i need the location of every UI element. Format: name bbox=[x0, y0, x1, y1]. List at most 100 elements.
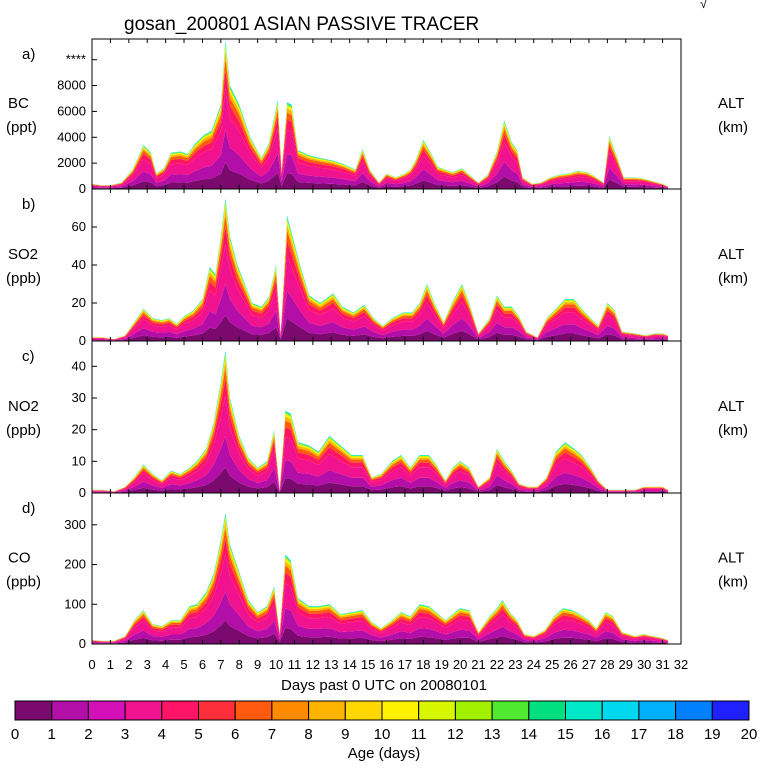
x-tick-label: 4 bbox=[162, 657, 169, 672]
colorbar-swatch bbox=[711, 700, 750, 721]
x-tick-label: 25 bbox=[545, 657, 559, 672]
age-layer-1-no2 bbox=[92, 436, 669, 493]
x-tick-label: 17 bbox=[398, 657, 412, 672]
colorbar-tick-label: 12 bbox=[447, 726, 464, 743]
colorbar-swatch bbox=[491, 700, 530, 721]
y-tick-label: 20 bbox=[72, 295, 86, 310]
x-tick-label: 27 bbox=[582, 657, 596, 672]
age-layer-2-co bbox=[92, 554, 669, 643]
right-axis-unit: (km) bbox=[718, 574, 748, 591]
y-tick-label: 40 bbox=[72, 358, 86, 373]
x-tick-label: 12 bbox=[306, 657, 320, 672]
colorbar-swatch bbox=[161, 700, 200, 721]
colorbar-tick-label: 11 bbox=[411, 726, 427, 743]
right-axis-label: ALT bbox=[718, 550, 744, 567]
colorbar-tick-label: 5 bbox=[194, 726, 202, 743]
colorbar-tick-label: 1 bbox=[48, 726, 56, 743]
x-tick-label: 16 bbox=[379, 657, 393, 672]
age-layer-0-so2 bbox=[92, 315, 669, 341]
right-axis-unit: (km) bbox=[718, 119, 748, 136]
x-tick-label: 28 bbox=[600, 657, 614, 672]
panel-tag: d) bbox=[22, 500, 35, 517]
right-axis-label: ALT bbox=[718, 398, 744, 415]
colorbar-swatch bbox=[87, 700, 126, 721]
x-tick-label: 10 bbox=[269, 657, 283, 672]
colorbar-swatch bbox=[381, 700, 420, 721]
colorbar-tick-label: 13 bbox=[484, 726, 501, 743]
right-axis-unit: (km) bbox=[718, 270, 748, 287]
unit-label: (ppt) bbox=[6, 119, 37, 136]
colorbar-swatch bbox=[565, 700, 603, 721]
colorbar-swatch bbox=[675, 700, 713, 721]
x-tick-label: 30 bbox=[637, 657, 651, 672]
x-tick-label: 3 bbox=[144, 657, 151, 672]
panel-so2: 0 20 40 60 b) SO2 (ppb) ALT (km) bbox=[6, 188, 748, 348]
panel-tag: c) bbox=[22, 348, 35, 365]
colorbar-tick-label: 2 bbox=[84, 726, 92, 743]
colorbar-tick-label: 18 bbox=[667, 726, 684, 743]
colorbar-tick-label: 9 bbox=[341, 726, 349, 743]
right-axis-unit: (km) bbox=[718, 422, 748, 439]
y-tick-label: 200 bbox=[64, 557, 86, 572]
right-axis-label: ALT bbox=[718, 246, 744, 263]
colorbar-tick-label: 17 bbox=[631, 726, 648, 743]
age-layer-2-no2 bbox=[92, 396, 669, 493]
colorbar-swatch bbox=[418, 700, 456, 721]
colorbar-tick-label: 6 bbox=[231, 726, 239, 743]
species-label: CO bbox=[8, 550, 31, 567]
x-axis-ticks: 0 1 2 3 4 5 6 7 8 9 10 11 12 13 14 15 16 17 18 19 20 21 22 23 24… bbox=[88, 657, 688, 672]
y-tick-label: 100 bbox=[64, 596, 86, 611]
y-tick-label: **** bbox=[66, 52, 86, 67]
age-layer-0-bc bbox=[92, 162, 669, 189]
colorbar-tick-label: 19 bbox=[704, 726, 721, 743]
panel-no2: 0 10 20 30 40 c) NO2 (ppb) ALT (km) bbox=[6, 340, 748, 500]
unit-label: (ppb) bbox=[6, 422, 41, 439]
species-label: SO2 bbox=[8, 246, 38, 263]
y-tick-label: 20 bbox=[72, 422, 86, 437]
y-tick-label: 4000 bbox=[57, 129, 86, 144]
colorbar-tick-label: 15 bbox=[557, 726, 574, 743]
x-tick-label: 24 bbox=[527, 657, 541, 672]
colorbar-label: Age (days) bbox=[348, 745, 421, 762]
x-tick-label: 22 bbox=[490, 657, 504, 672]
x-tick-label: 29 bbox=[619, 657, 633, 672]
age-layer-1-co bbox=[92, 591, 669, 644]
colorbar-swatch bbox=[344, 700, 383, 721]
x-tick-label: 7 bbox=[217, 657, 224, 672]
x-tick-label: 15 bbox=[361, 657, 375, 672]
age-layer-0-co bbox=[92, 620, 669, 644]
colorbar-swatch bbox=[271, 700, 310, 721]
x-tick-label: 23 bbox=[508, 657, 522, 672]
x-tick-label: 8 bbox=[236, 657, 243, 672]
colorbar-swatch bbox=[124, 700, 163, 721]
colorbar-swatch bbox=[308, 700, 346, 721]
colorbar-tick-label: 10 bbox=[374, 726, 391, 743]
panel-co: 0 100 200 300 d) CO (ppb) ALT (km) bbox=[6, 492, 748, 651]
colorbar-tick-label: 8 bbox=[304, 726, 312, 743]
y-tick-label: 0 bbox=[79, 181, 86, 196]
colorbar-tick-label: 14 bbox=[520, 726, 537, 743]
x-tick-label: 1 bbox=[107, 657, 114, 672]
colorbar-swatch bbox=[234, 700, 273, 721]
x-tick-label: 18 bbox=[416, 657, 430, 672]
y-tick-label: 0 bbox=[79, 485, 86, 500]
x-tick-label: 14 bbox=[342, 657, 356, 672]
panel-frame bbox=[91, 188, 682, 342]
y-tick-label: 2000 bbox=[57, 155, 86, 170]
y-tick-label: 6000 bbox=[57, 103, 86, 118]
colorbar-tick-label: 3 bbox=[121, 726, 129, 743]
colorbar-tick-label: 4 bbox=[158, 726, 166, 743]
x-tick-label: 20 bbox=[453, 657, 467, 672]
x-axis-label: Days past 0 UTC on 20080101 bbox=[281, 677, 487, 694]
x-tick-label: 19 bbox=[434, 657, 448, 672]
panel-tag: b) bbox=[22, 196, 35, 213]
chart-title: gosan_200801 ASIAN PASSIVE TRACER bbox=[124, 14, 479, 35]
panels: 02000400060008000****a)BC(ppt)ALT(km)020… bbox=[6, 38, 748, 651]
x-tick-label: 2 bbox=[125, 657, 132, 672]
x-tick-label: 6 bbox=[199, 657, 206, 672]
colorbar-swatch bbox=[638, 700, 677, 721]
colorbar-swatch bbox=[198, 700, 236, 721]
colorbar-tick-label: 16 bbox=[594, 726, 611, 743]
x-tick-label: 5 bbox=[180, 657, 187, 672]
